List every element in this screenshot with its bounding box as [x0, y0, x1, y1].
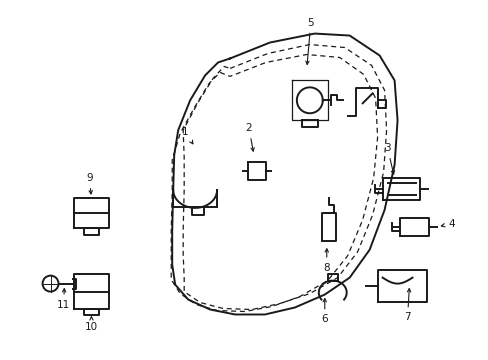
Text: 11: 11 — [57, 289, 70, 310]
Text: 1: 1 — [182, 127, 192, 144]
Text: 7: 7 — [404, 289, 410, 323]
Text: 9: 9 — [86, 173, 93, 194]
Text: 5: 5 — [305, 18, 313, 64]
Text: 3: 3 — [384, 143, 394, 174]
Text: 10: 10 — [85, 316, 98, 332]
Text: 6: 6 — [321, 298, 327, 324]
Text: 4: 4 — [441, 219, 454, 229]
Text: 8: 8 — [323, 249, 329, 273]
Text: 2: 2 — [245, 123, 254, 151]
